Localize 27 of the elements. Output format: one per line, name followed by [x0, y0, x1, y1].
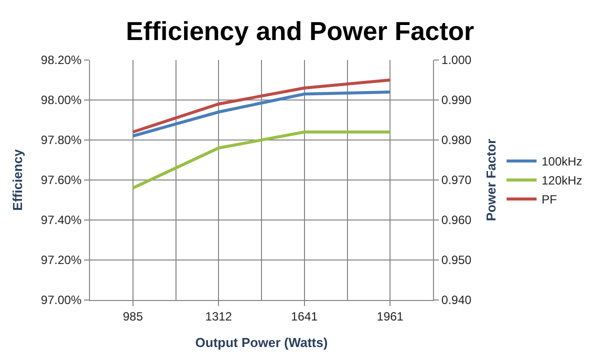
y2-tick-label: 1.000	[441, 53, 472, 68]
legend-label: 100kHz	[542, 154, 582, 169]
line-series	[131, 90, 392, 138]
y2-tick-label: 0.980	[441, 133, 472, 148]
x-axis-title: Output Power (Watts)	[195, 335, 328, 350]
y-axis-title: Efficiency	[10, 148, 25, 211]
x-tick-label: 1961	[376, 309, 404, 324]
y-tick-label: 97.60%	[40, 173, 82, 188]
y2-tick-label: 0.950	[441, 253, 472, 268]
legend-label: 120kHz	[542, 174, 582, 188]
x-tick-label: 1312	[205, 309, 232, 324]
y-tick-label: 97.00%	[40, 293, 82, 308]
line-series	[131, 78, 392, 134]
y2-tick-label: 0.960	[441, 213, 472, 228]
y-tick-label: 97.40%	[40, 213, 82, 228]
x-tick-label: 1641	[291, 309, 318, 324]
y2-tick-label: 0.970	[441, 173, 472, 188]
y-tick-label: 97.80%	[40, 133, 82, 148]
y-tick-label: 97.20%	[40, 253, 82, 268]
y2-tick-label: 0.940	[441, 293, 472, 308]
y2-axis-title: Power Factor	[483, 138, 498, 222]
chart-title: Efficiency and Power Factor	[126, 16, 474, 46]
y2-tick-label: 0.990	[441, 93, 472, 108]
y-tick-label: 98.00%	[40, 93, 82, 108]
legend-label: PF	[542, 192, 557, 207]
x-tick-label: 985	[122, 309, 144, 324]
y-tick-label: 98.20%	[40, 53, 82, 68]
